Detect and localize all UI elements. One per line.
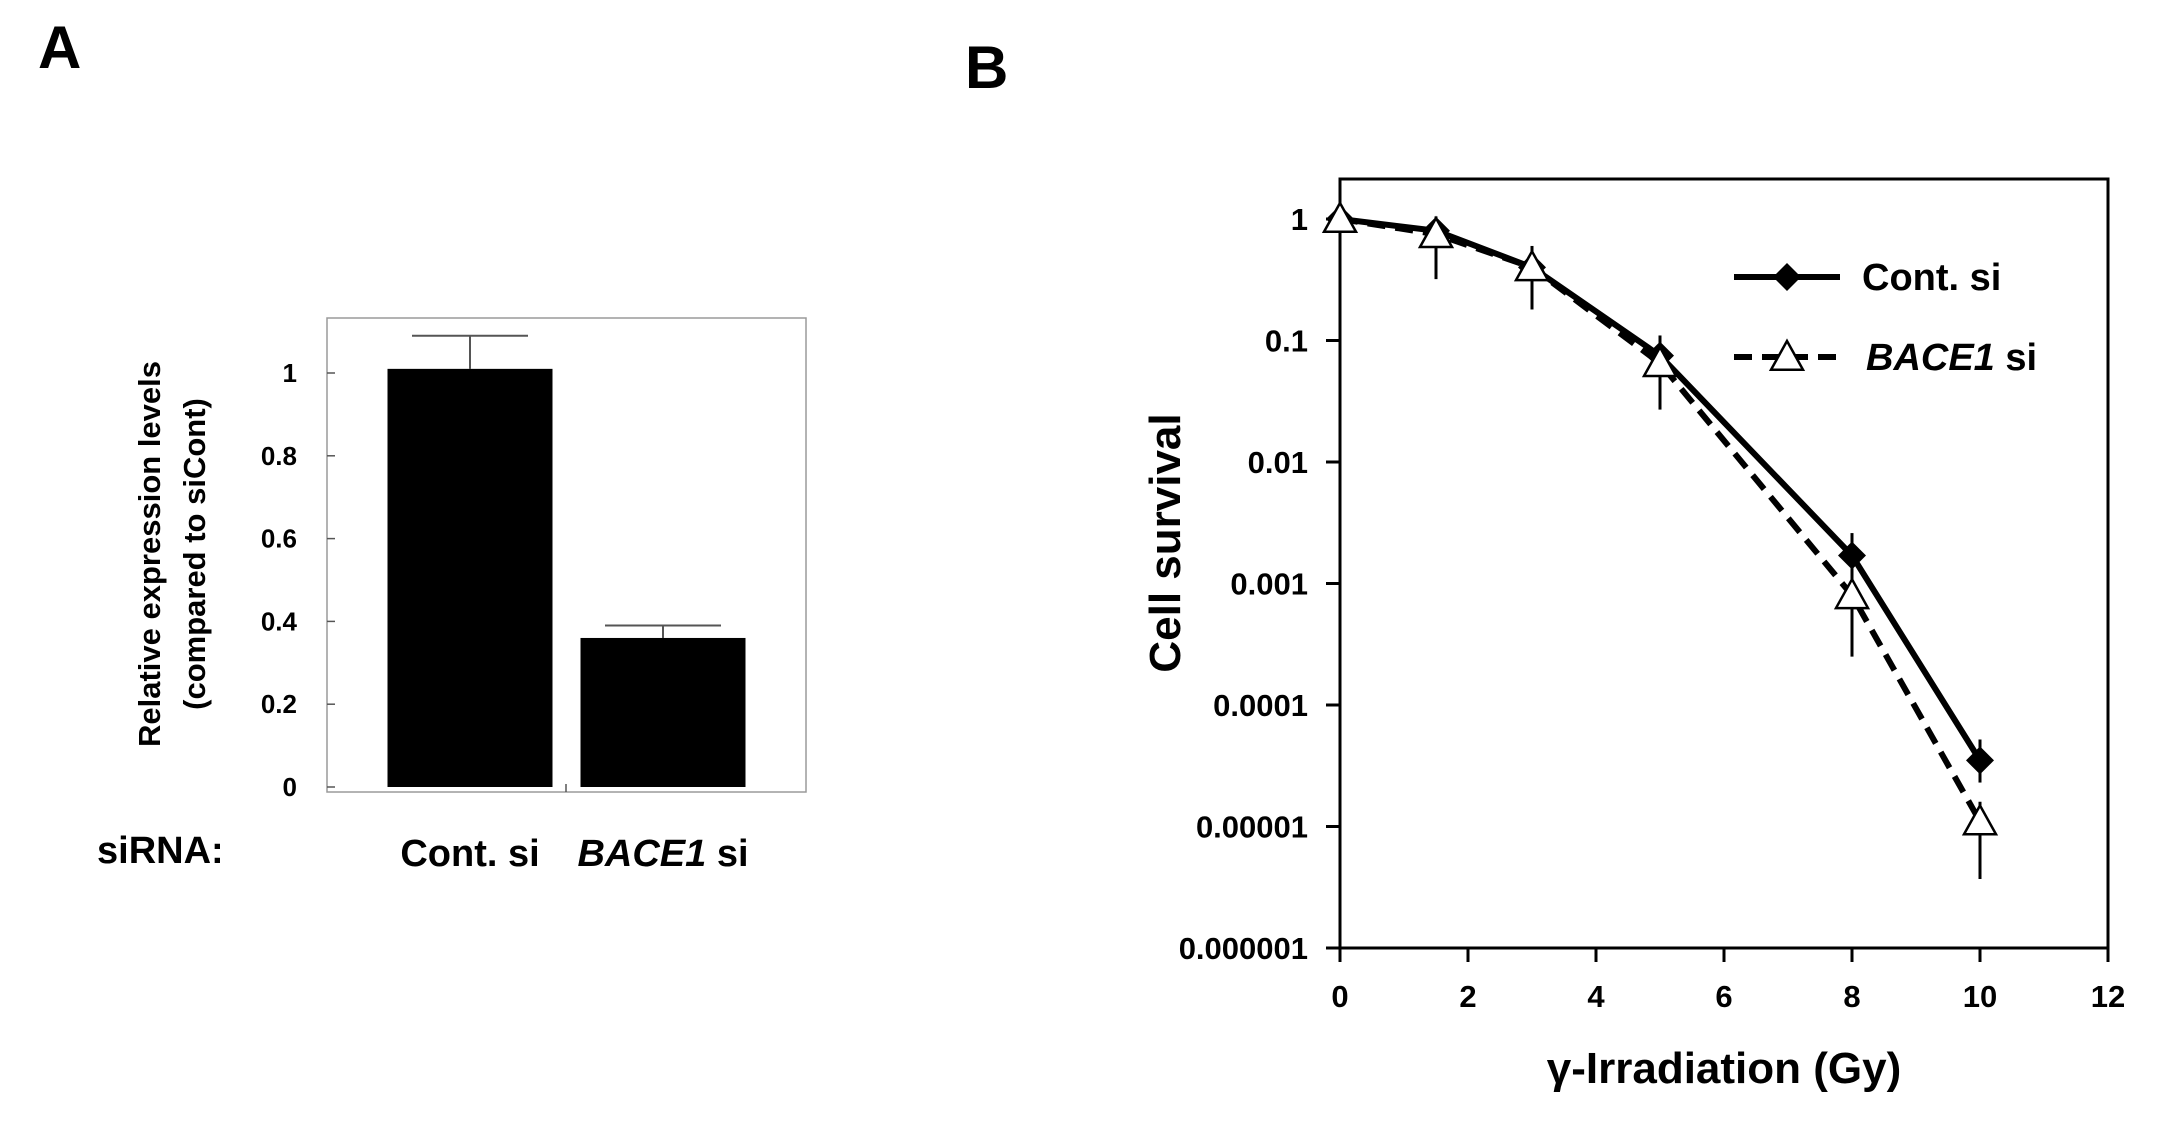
category-label: BACE1 si (577, 833, 748, 875)
x-axis-title-b: γ-Irradiation (Gy) (1547, 1044, 1902, 1093)
panel-label-a: A (38, 14, 81, 81)
data-point-triangle (1961, 802, 1999, 836)
legend-label-plain: si (1995, 337, 2037, 379)
legend-label: Cont. si (1862, 257, 2001, 299)
data-point-triangle (1417, 215, 1455, 249)
x-tick-label-b: 0 (1331, 979, 1348, 1014)
bar (387, 368, 553, 787)
x-tick-label-b: 6 (1715, 979, 1732, 1014)
y-tick-label-b: 0.00001 (1196, 810, 1308, 845)
y-axis-title-a-line1: Relative expression levels (132, 361, 167, 747)
legend-label-plain: Cont. si (1862, 257, 2001, 299)
bar (580, 637, 746, 787)
series-line (1339, 216, 1983, 762)
legend: Cont. si BACE1 si (1734, 257, 2037, 379)
x-tick-label-b: 8 (1843, 979, 1860, 1014)
data-point-triangle (1768, 338, 1806, 372)
y-tick-label-b: 0.1 (1265, 324, 1308, 359)
series-bace1 (1321, 200, 1999, 879)
x-axis-ticks-b: 0 2 4 6 8 10 12 (1331, 948, 2125, 1014)
x-tick-label-b: 2 (1459, 979, 1476, 1014)
data-point-triangle (1321, 200, 1359, 234)
y-axis-title-a-line2: (compared to siCont) (177, 398, 212, 710)
category-label-italic: BACE1 (577, 833, 706, 875)
category-label: Cont. si (400, 833, 539, 875)
line-chart-survival: 0.000001 0.00001 0.0001 0.001 0.01 0.1 1 0 2 4 6 8… (1141, 177, 2125, 1093)
category-label-plain: si (706, 833, 748, 875)
y-axis-ticks-a: 0 0.2 0.4 0.6 0.8 1 (261, 358, 567, 802)
data-point-diamond (1838, 541, 1866, 570)
bars (387, 334, 746, 787)
legend-label-italic: BACE1 (1866, 337, 1995, 379)
series-line (1339, 216, 1983, 823)
y-tick-label-a: 0.8 (261, 441, 297, 471)
y-tick-label-a: 0 (283, 772, 297, 802)
y-tick-label-a: 1 (283, 358, 297, 388)
category-labels: Cont. si BACE1 si (400, 833, 748, 875)
data-point-diamond (1966, 746, 1994, 775)
y-axis-title-b: Cell survival (1141, 413, 1190, 672)
y-tick-label-b: 0.01 (1248, 445, 1308, 480)
bar-chart-expression: 0 0.2 0.4 0.6 0.8 1 Relative expression level… (97, 317, 807, 875)
y-tick-label-b: 1 (1291, 202, 1308, 237)
y-axis-ticks-b: 0.000001 0.00001 0.0001 0.001 0.01 0.1 1 (1179, 202, 1340, 966)
x-tick-label-b: 10 (1963, 979, 1997, 1014)
panel-label-b: B (965, 34, 1008, 101)
x-tick-label-b: 4 (1587, 979, 1605, 1014)
x-axis-title-a: siRNA: (97, 830, 224, 872)
series-group (1321, 200, 1999, 879)
y-tick-label-b: 0.0001 (1213, 688, 1308, 723)
legend-label: BACE1 si (1866, 337, 2037, 379)
y-tick-label-b: 0.001 (1230, 567, 1308, 602)
y-tick-label-b: 0.000001 (1179, 931, 1308, 966)
y-tick-label-a: 0.6 (261, 524, 297, 554)
data-point-diamond (1773, 263, 1801, 291)
data-point-triangle (1513, 248, 1551, 282)
category-label-plain: Cont. si (400, 833, 539, 875)
data-point-triangle (1833, 576, 1871, 610)
y-tick-label-a: 0.4 (261, 606, 298, 636)
y-tick-label-a: 0.2 (261, 689, 297, 719)
x-tick-label-b: 12 (2091, 979, 2125, 1014)
data-point-triangle (1641, 344, 1679, 378)
